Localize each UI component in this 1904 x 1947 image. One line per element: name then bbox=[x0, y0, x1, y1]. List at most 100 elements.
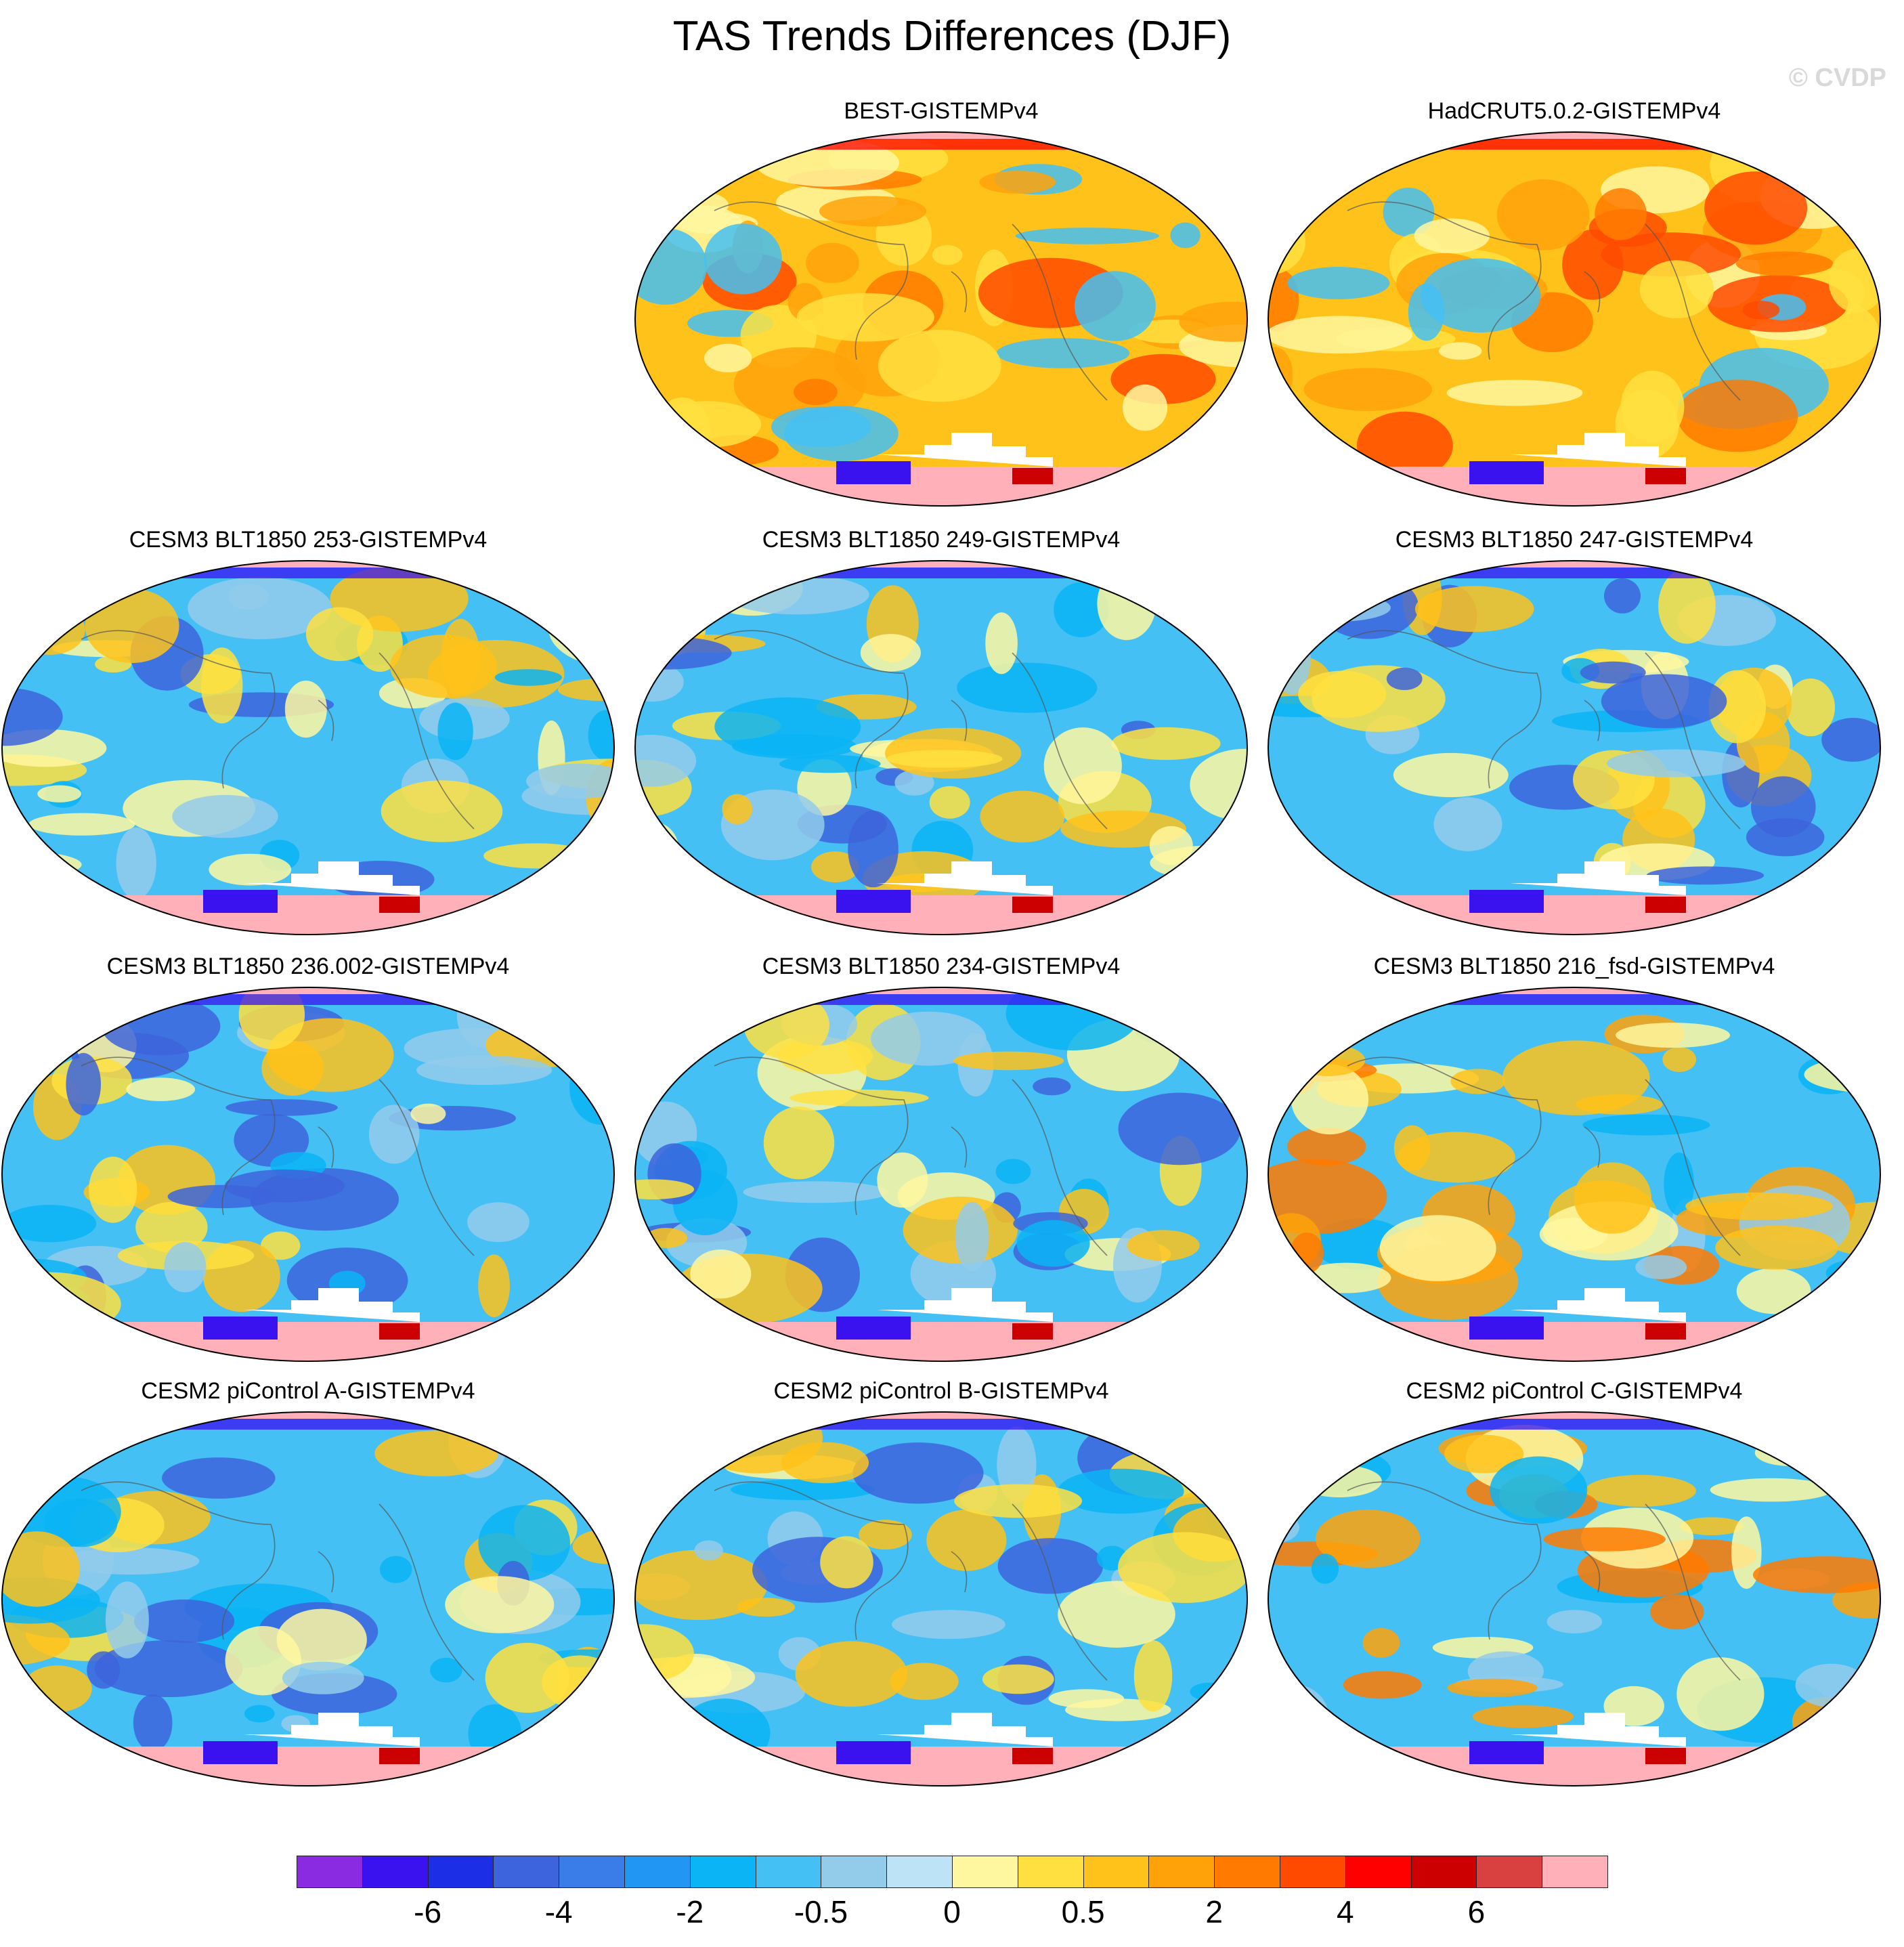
missing-data-patch bbox=[1510, 1288, 1686, 1322]
colorbar-segment bbox=[362, 1856, 429, 1888]
colorbar-tick-label: -2 bbox=[676, 1894, 704, 1929]
anomaly-region bbox=[1179, 301, 1247, 342]
anomaly-region bbox=[1433, 797, 1502, 851]
antarctic-warm-patch bbox=[379, 897, 420, 913]
map-border bbox=[634, 987, 1248, 1362]
anomaly-region bbox=[789, 1089, 929, 1107]
map-projection bbox=[1268, 987, 1881, 1362]
anomaly-region bbox=[871, 1011, 987, 1066]
anomaly-region bbox=[1016, 1220, 1090, 1267]
anomaly-region bbox=[794, 379, 838, 406]
anomaly-region bbox=[1676, 379, 1798, 452]
anomaly-region bbox=[1149, 826, 1193, 865]
map-border bbox=[1, 1411, 615, 1786]
anomaly-region bbox=[731, 1479, 875, 1501]
anomaly-region bbox=[85, 589, 179, 664]
colorbar-segment bbox=[559, 1856, 625, 1888]
anomaly-region bbox=[1639, 260, 1714, 319]
colorbar-segment bbox=[952, 1856, 1018, 1888]
anomaly-region bbox=[2, 1012, 64, 1067]
anomaly-region bbox=[1736, 1268, 1811, 1314]
anomaly-region bbox=[478, 1505, 570, 1581]
anomaly-region bbox=[28, 813, 135, 836]
anomaly-region bbox=[1170, 222, 1200, 249]
anomaly-region bbox=[588, 710, 614, 761]
colorbar-tick-label: -6 bbox=[414, 1894, 442, 1929]
anomaly-region bbox=[89, 1156, 137, 1223]
panel-title: CESM3 BLT1850 234-GISTEMPv4 bbox=[762, 954, 1121, 979]
anomaly-region bbox=[284, 681, 327, 738]
anomaly-region bbox=[763, 1107, 835, 1180]
colorbar-segment bbox=[1345, 1856, 1412, 1888]
anomaly-region bbox=[381, 780, 503, 842]
anomaly-region bbox=[1272, 855, 1323, 887]
anomaly-region bbox=[1811, 596, 1880, 614]
colorbar-segment bbox=[1410, 1856, 1477, 1888]
map-projection bbox=[634, 987, 1248, 1362]
anomaly-region bbox=[1582, 1114, 1710, 1136]
anomaly-region bbox=[1291, 1064, 1369, 1135]
coastlines bbox=[1347, 630, 1741, 830]
anomaly-region bbox=[1444, 1434, 1524, 1474]
anomaly-region bbox=[1650, 1594, 1704, 1630]
map-border bbox=[634, 131, 1248, 507]
antarctic-band bbox=[2, 895, 614, 935]
anomaly-region bbox=[1268, 1159, 1387, 1235]
missing-data-patch bbox=[877, 1713, 1053, 1747]
colorbar-tick-label: 0 bbox=[943, 1894, 961, 1929]
anomaly-region bbox=[1450, 1069, 1505, 1094]
colorbar-segment bbox=[1542, 1856, 1608, 1888]
antarctic-cold-patch bbox=[1469, 1741, 1544, 1764]
antarctic-cold-patch bbox=[203, 1317, 278, 1340]
anomaly-region bbox=[1635, 1255, 1687, 1279]
anomaly-region bbox=[282, 1661, 364, 1694]
antarctic-band bbox=[635, 467, 1247, 506]
antarctic-warm-patch bbox=[1012, 1323, 1053, 1340]
anomaly-region bbox=[771, 406, 871, 448]
anomaly-region bbox=[101, 997, 221, 1056]
anomaly-region bbox=[635, 735, 697, 787]
map-projection bbox=[1, 560, 615, 935]
antarctic-band bbox=[1268, 895, 1880, 935]
anomaly-region bbox=[1311, 1554, 1339, 1584]
map-panel: CESM3 BLT1850 247-GISTEMPv4 bbox=[1266, 527, 1882, 960]
map-border bbox=[1268, 987, 1881, 1362]
anomaly-region bbox=[957, 662, 1098, 713]
coastlines bbox=[81, 630, 475, 830]
colorbar-tick-label: 2 bbox=[1205, 1894, 1223, 1929]
anomaly-region bbox=[1584, 1474, 1696, 1507]
anomaly-region bbox=[1676, 1657, 1765, 1731]
anomaly-region bbox=[724, 574, 869, 615]
anomaly-region bbox=[1362, 1628, 1400, 1658]
anomaly-region bbox=[164, 1242, 207, 1293]
arctic-cap bbox=[1435, 987, 1713, 994]
anomaly-region bbox=[743, 1181, 889, 1203]
anomaly-region bbox=[1490, 1456, 1588, 1524]
anomaly-region bbox=[1446, 379, 1583, 406]
anomaly-region bbox=[1813, 1439, 1880, 1496]
missing-data-patch bbox=[1510, 861, 1686, 895]
anomaly-region bbox=[1816, 1427, 1880, 1492]
colorbar-segment bbox=[821, 1856, 888, 1888]
anomaly-region bbox=[266, 1018, 394, 1092]
anomaly-region bbox=[886, 750, 1003, 768]
arctic-cap bbox=[802, 987, 1080, 994]
anomaly-region bbox=[1607, 749, 1746, 777]
map-border bbox=[1268, 131, 1881, 507]
anomaly-region bbox=[1813, 1419, 1880, 1460]
missing-data-patch bbox=[1510, 433, 1686, 467]
arctic-cap bbox=[1435, 561, 1713, 568]
anomaly-region bbox=[1398, 1132, 1515, 1183]
anomaly-region bbox=[467, 1202, 529, 1243]
anomaly-region bbox=[87, 1651, 121, 1689]
anomaly-region bbox=[653, 401, 762, 448]
colorbar-segment bbox=[689, 1856, 756, 1888]
anomaly-region bbox=[848, 810, 899, 888]
antarctic-warm-patch bbox=[379, 1323, 420, 1340]
anomaly-region bbox=[635, 822, 680, 888]
anomaly-region bbox=[1708, 670, 1766, 744]
map-border bbox=[1268, 560, 1881, 935]
anomaly-region bbox=[445, 1576, 555, 1633]
arctic-cap bbox=[169, 1412, 447, 1419]
colorbar-segment bbox=[1214, 1856, 1280, 1888]
